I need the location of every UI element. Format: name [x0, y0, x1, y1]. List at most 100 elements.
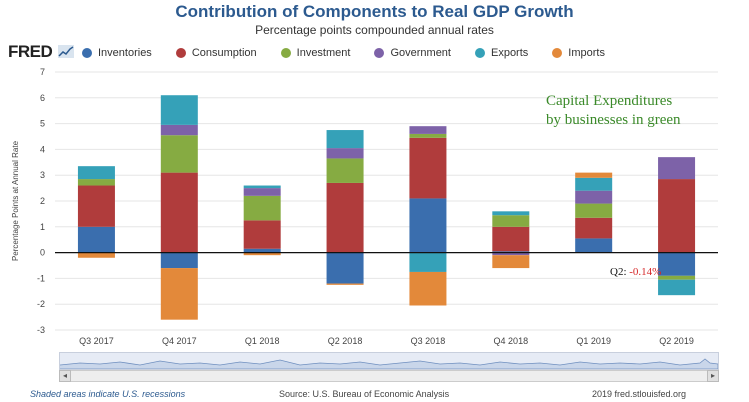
legend-label: Consumption	[191, 47, 257, 59]
x-tick-label: Q3 2017	[79, 336, 114, 346]
legend-label: Inventories	[98, 47, 152, 59]
bar-segment-exports	[326, 130, 364, 149]
q2-annotation: Q2: -0.14%	[610, 266, 661, 278]
bar-segment-government	[326, 148, 364, 159]
bar-segment-consumption	[658, 179, 696, 253]
range-navigator[interactable]	[59, 352, 719, 370]
x-tick-label: Q4 2018	[494, 336, 529, 346]
annotation-line-2: by businesses in green	[546, 112, 681, 128]
bar-segment-exports	[492, 211, 530, 216]
bar-segment-government	[658, 157, 696, 180]
legend-item-exports[interactable]: Exports	[474, 47, 529, 59]
bar-segment-inventories	[243, 248, 281, 253]
x-tick-label: Q2 2018	[328, 336, 363, 346]
scroll-right-icon[interactable]: ▸	[707, 370, 719, 382]
bar-segment-consumption	[492, 226, 530, 252]
bar-segment-imports	[575, 172, 613, 178]
bar-segment-investment	[575, 203, 613, 218]
chart-title: Contribution of Components to Real GDP G…	[175, 2, 574, 21]
bar-segment-government	[409, 126, 447, 134]
legend-label: Imports	[568, 47, 605, 59]
bar-segment-imports	[409, 271, 447, 306]
bar-segment-exports	[243, 185, 281, 189]
bar-segment-inventories	[575, 238, 613, 253]
bar-segment-consumption	[575, 217, 613, 239]
legend-swatch	[82, 48, 92, 58]
legend-label: Government	[390, 47, 451, 59]
bar-segment-investment	[658, 275, 696, 280]
legend-item-inventories[interactable]: Inventories	[82, 47, 152, 59]
q2-prefix: Q2:	[610, 266, 627, 278]
y-tick-label: 4	[40, 144, 45, 154]
bar-segment-imports	[160, 268, 198, 320]
legend-item-imports[interactable]: Imports	[552, 47, 605, 59]
recession-note: Shaded areas indicate U.S. recessions	[30, 389, 186, 399]
x-tick-label: Q1 2019	[576, 336, 611, 346]
bar-segment-imports	[326, 283, 364, 285]
bar-segment-exports	[658, 279, 696, 296]
y-tick-label: 0	[40, 248, 45, 258]
bar-segment-government	[160, 124, 198, 136]
bar-segment-imports	[243, 252, 281, 256]
legend-label: Investment	[296, 47, 351, 59]
bar-segment-investment	[160, 135, 198, 173]
navigator-scrollbar[interactable]	[59, 370, 719, 382]
bar-segment-consumption	[326, 182, 364, 253]
x-tick-label: Q1 2018	[245, 336, 280, 346]
bar-segment-inventories	[326, 252, 364, 284]
bar-segment-exports	[409, 252, 447, 272]
fred-logo: FRED	[8, 42, 53, 61]
y-tick-label: -1	[37, 273, 45, 283]
bar-segment-inventories	[658, 252, 696, 276]
legend-label: Exports	[490, 47, 529, 59]
bar-segment-exports	[575, 177, 613, 191]
navigator-sparkline	[59, 358, 719, 370]
source-note: Source: U.S. Bureau of Economic Analysis	[279, 389, 450, 399]
bar-segment-consumption	[243, 220, 281, 249]
legend-item-consumption[interactable]: Consumption	[175, 47, 257, 59]
bar-segment-investment	[492, 215, 530, 227]
x-tick-label: Q2 2019	[659, 336, 694, 346]
legend-swatch	[175, 48, 186, 58]
y-tick-label: 3	[40, 170, 45, 180]
y-tick-label: -2	[37, 299, 45, 309]
bar-segment-government	[243, 188, 281, 196]
bar-segment-consumption	[409, 137, 447, 199]
scroll-left-icon[interactable]: ◂	[59, 370, 71, 382]
legend-swatch	[474, 48, 485, 58]
legend-swatch	[374, 48, 385, 58]
bar-segment-exports	[160, 95, 198, 125]
bar-segment-imports	[492, 255, 530, 269]
bar-segment-investment	[326, 158, 364, 183]
y-tick-label: 6	[40, 93, 45, 103]
bar-segment-inventories	[492, 251, 530, 253]
bar-segment-exports	[77, 166, 115, 180]
bar-segment-inventories	[409, 198, 447, 253]
bar-segment-government	[492, 252, 530, 256]
bar-segment-imports	[77, 252, 115, 258]
bar-segment-consumption	[160, 172, 198, 253]
fred-credit[interactable]: 2019 fred.stlouisfed.org	[592, 389, 687, 399]
fred-graph-icon	[58, 45, 74, 58]
bar-segment-government	[575, 190, 613, 204]
y-axis-title: Percentage Points at Annual Rate	[11, 140, 20, 261]
bar-segment-consumption	[77, 185, 115, 227]
y-tick-label: 5	[40, 119, 45, 129]
legend-swatch	[552, 48, 563, 58]
bar-segment-investment	[243, 195, 281, 221]
legend-item-investment[interactable]: Investment	[280, 47, 351, 59]
y-tick-label: -3	[37, 325, 45, 335]
legend: Inventories Consumption Investment Gover…	[82, 47, 629, 59]
bar-segment-investment	[409, 133, 447, 138]
x-tick-label: Q3 2018	[411, 336, 446, 346]
bar-segment-inventories	[77, 226, 115, 253]
chart-subtitle: Percentage points compounded annual rate…	[255, 23, 494, 37]
q2-value: -0.14%	[629, 266, 662, 278]
bar-chart: -3 -2 -1 0 1 2 3 4 5 6 7 Percentage Points at Annua…	[11, 67, 718, 346]
y-tick-label: 1	[40, 222, 45, 232]
legend-swatch	[280, 48, 291, 58]
y-tick-label: 7	[40, 67, 45, 77]
x-tick-label: Q4 2017	[162, 336, 197, 346]
y-tick-label: 2	[40, 196, 45, 206]
legend-item-government[interactable]: Government	[374, 47, 451, 59]
